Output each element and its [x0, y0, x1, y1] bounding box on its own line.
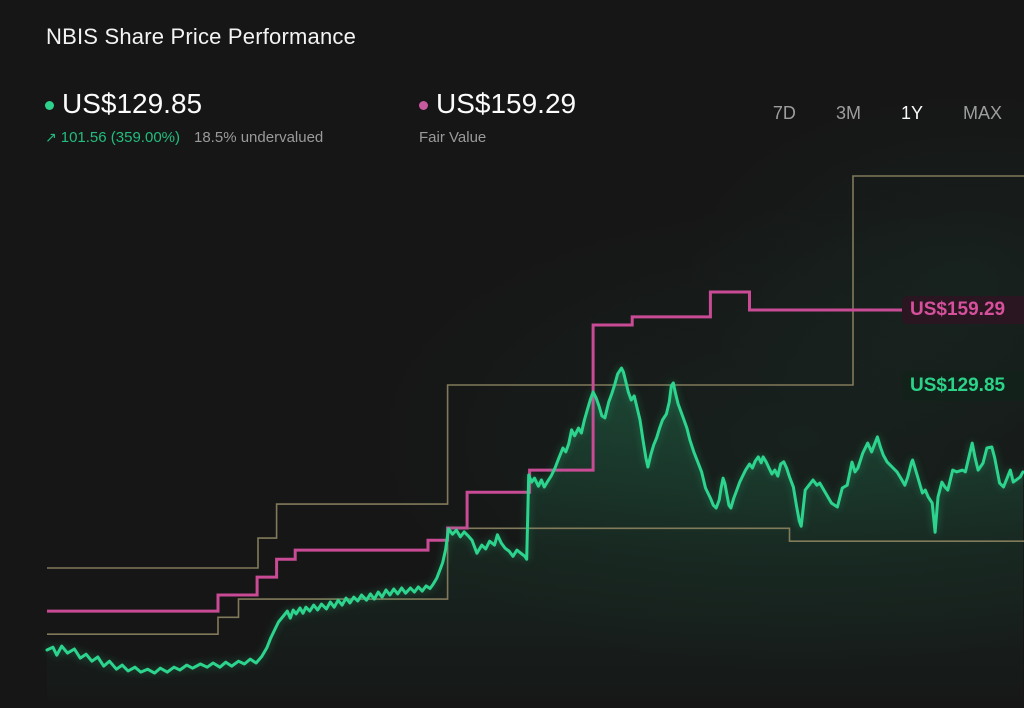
range-button-7d[interactable]: 7D [772, 101, 797, 126]
range-button-1y[interactable]: 1Y [900, 101, 924, 126]
range-selector: 7D 3M 1Y MAX [772, 101, 1003, 126]
price-change: ↗ 101.56 (359.00%) [45, 129, 180, 146]
range-button-3m[interactable]: 3M [835, 101, 862, 126]
share-price-area [47, 368, 1023, 700]
fair-value-block: US$159.29 Fair Value [419, 88, 576, 146]
fair-value-price-tag: US$159.29 [902, 295, 1024, 324]
current-price-value: US$129.85 [62, 88, 203, 119]
share-price-line [45, 366, 1024, 675]
analyst-step-line-lower [47, 527, 1024, 635]
fair-value-amount: US$159.29 [436, 88, 577, 119]
range-button-max[interactable]: MAX [962, 101, 1003, 126]
fair-value-legend-dot-icon [419, 101, 428, 111]
fair-value-line [47, 290, 903, 613]
price-change-value: 101.56 (359.00%) [60, 129, 180, 146]
current-price-tag: US$129.85 [902, 371, 1024, 402]
valuation-badge: 18.5% undervalued [194, 129, 324, 146]
current-price-block: US$129.85 ↗ 101.56 (359.00%) 18.5% underva… [45, 88, 323, 146]
share-price-legend-dot-icon [45, 101, 54, 111]
analyst-step-line-upper [47, 175, 1024, 569]
fair-value-caption: Fair Value [419, 129, 487, 146]
up-right-arrow-icon: ↗ [45, 129, 57, 145]
page-title: NBIS Share Price Performance [46, 24, 357, 49]
